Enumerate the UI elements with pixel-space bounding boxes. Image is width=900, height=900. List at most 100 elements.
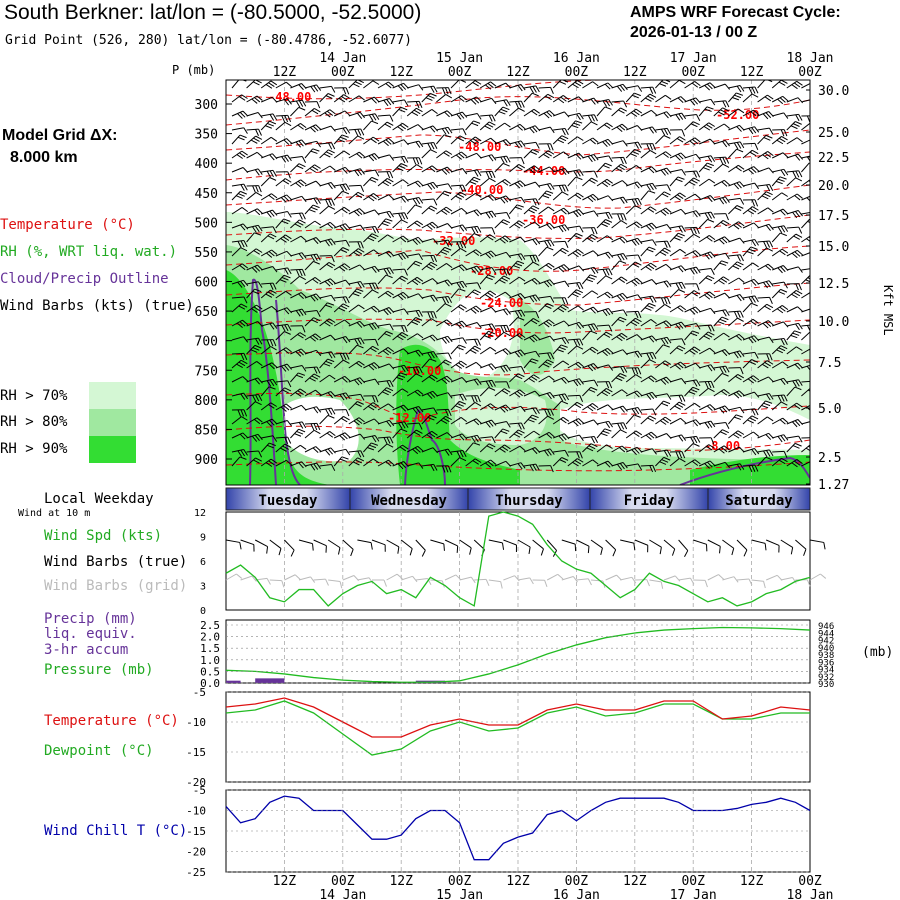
top-hour-label: 00Z	[331, 65, 355, 80]
wind-barb-flag	[502, 140, 509, 147]
wind-barb-flag	[416, 429, 423, 434]
wind-barb-flag	[592, 193, 599, 200]
wind-barb-flag	[330, 334, 336, 341]
surface-wind-barb-grid-flag	[748, 578, 753, 586]
wind-barb-flag	[488, 171, 493, 179]
wind-barb-flag	[520, 157, 525, 165]
wind-barb	[786, 153, 799, 159]
wind-barb	[319, 85, 332, 89]
wind-barb-flag	[747, 419, 754, 424]
surface-wind-barb	[415, 539, 426, 551]
wind-barb	[348, 264, 360, 271]
wind-barb-flag	[413, 431, 421, 436]
wind-barb	[567, 233, 577, 243]
wind-barb-flag	[269, 154, 275, 161]
wind-barb-flag	[663, 456, 671, 461]
wind-barb-flag	[403, 421, 409, 428]
wind-barb	[684, 362, 696, 369]
surface-wind-barb	[751, 539, 766, 544]
surface-wind-barb-flag	[671, 548, 676, 556]
wind-barb	[582, 436, 595, 439]
wind-barb-flag	[547, 93, 555, 99]
wind-barb	[771, 248, 783, 257]
wind-barb-flag	[765, 434, 772, 440]
wind-barb-flag	[473, 176, 481, 181]
wind-barb-flag	[721, 350, 728, 357]
wind-barb-flag	[563, 151, 570, 157]
surface-wind-barb-grid	[751, 579, 764, 582]
wind-barb-flag	[415, 260, 423, 265]
wind-barb-flag	[415, 310, 420, 318]
wind-barb-flag	[751, 465, 756, 472]
wind-barb-flag	[430, 255, 435, 263]
wind-barb	[275, 459, 287, 467]
wind-barb-flag	[415, 373, 423, 378]
surface-wind-barb-grid	[620, 576, 633, 581]
wind-barb-flag	[637, 85, 643, 92]
wind-barb-flag	[724, 140, 730, 147]
wind-barb	[479, 346, 491, 355]
wind-barb-flag	[703, 335, 711, 340]
wind-barb-flag	[633, 414, 641, 418]
surface-wind-barb-grid-flag	[660, 581, 664, 589]
wind-barb-flag	[257, 208, 263, 214]
isotherm-0	[226, 80, 640, 100]
wind-barb-flag	[431, 109, 438, 115]
wind-barb	[655, 151, 666, 159]
wind-barb-flag	[780, 338, 785, 346]
wind-barb-flag	[798, 379, 803, 386]
wind-barb	[275, 81, 287, 89]
wind-barb-flag	[326, 110, 334, 116]
wind-barb-flag	[665, 207, 672, 213]
wind-barb-flag	[300, 123, 307, 129]
wind-barb-flag	[605, 331, 613, 336]
wind-barb-flag	[590, 155, 596, 162]
wind-barb-flag	[649, 359, 656, 364]
wind-barb-flag	[738, 390, 745, 396]
wind-barb-flag	[388, 459, 395, 466]
wind-barb	[231, 207, 243, 215]
wind-barb-flag	[474, 402, 482, 407]
wind-barb-flag	[777, 267, 783, 274]
wind-barb-flag	[506, 364, 511, 372]
wind-barb-flag	[677, 97, 684, 103]
wind-barb-flag	[636, 390, 643, 397]
wind-barb	[392, 155, 405, 159]
legend-wind-barbs-true: Wind Barbs (true)	[44, 554, 188, 570]
wind-barb	[333, 375, 346, 383]
surface-wind-barb	[254, 539, 268, 548]
wind-barb	[772, 112, 784, 117]
wind-barb-flag	[707, 365, 713, 372]
wind-barb-flag	[502, 428, 510, 432]
wind-barb	[669, 345, 680, 355]
wind-barb-flag	[559, 81, 567, 85]
kft-tick: 12.5	[818, 277, 849, 292]
wind-barb-flag	[356, 378, 363, 385]
wind-barb-flag	[397, 253, 404, 261]
wind-barb-flag	[810, 388, 816, 391]
wind-barb-flag	[602, 141, 608, 148]
wind-barb-flag	[608, 421, 613, 428]
wind-barb-flag	[345, 87, 350, 95]
bottom-hour-label: 00Z	[331, 874, 355, 889]
wind-barb-flag	[472, 138, 480, 143]
wind-barb-flag	[607, 82, 614, 89]
wind-barb-flag	[780, 129, 785, 137]
wind-barb-flag	[514, 392, 521, 398]
surface-wind-barb-flag	[719, 546, 721, 554]
wind-barb-flag	[592, 137, 599, 143]
wind-barb	[333, 319, 345, 327]
wind-barb-flag	[429, 392, 436, 398]
wind-barb	[436, 432, 448, 439]
wind-barb-flag	[432, 334, 439, 341]
wind-barb	[480, 419, 492, 425]
wind-barb-flag	[637, 294, 643, 301]
wind-barb-flag	[769, 240, 774, 248]
wind-barb-flag	[601, 391, 608, 397]
wind-barb-flag	[298, 253, 304, 260]
wind-barb-flag	[706, 83, 713, 90]
wind-barb	[436, 335, 448, 341]
wind-barb-flag	[368, 364, 375, 371]
wind-barb-flag	[417, 124, 424, 130]
cross-section-wind-barbs	[231, 80, 816, 473]
